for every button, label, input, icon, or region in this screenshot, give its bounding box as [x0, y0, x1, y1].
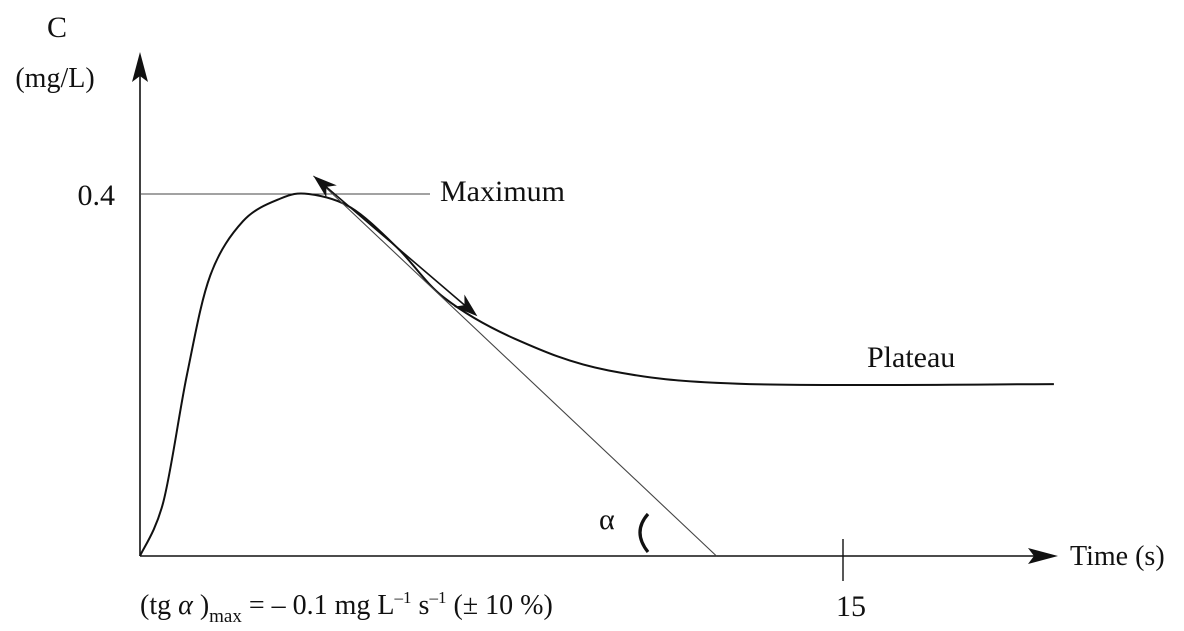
- y-axis-unit: (mg/L): [15, 63, 94, 94]
- x-tick-label: 15: [836, 590, 866, 623]
- formula-tail: (± 10 %): [446, 590, 553, 621]
- formula-middle: = – 0.1 mg L: [241, 590, 395, 621]
- y-tick-label: 0.4: [78, 179, 116, 212]
- formula-subscript: max: [209, 606, 242, 627]
- formula-open: (tg: [140, 590, 179, 621]
- formula-superscript-2: –1: [429, 588, 447, 607]
- tangent-arrowhead-end: [454, 294, 478, 317]
- formula-unit-2: s: [411, 590, 430, 621]
- plateau-label: Plateau: [867, 341, 955, 374]
- y-axis-symbol: C: [47, 11, 67, 44]
- y-axis-arrowhead: [132, 52, 148, 82]
- tangent-arrow-shaft: [325, 185, 466, 307]
- angle-arc: [638, 512, 650, 553]
- tangent-arrowhead-start: [313, 175, 337, 198]
- x-axis-label: Time (s): [1070, 541, 1165, 572]
- maximum-label: Maximum: [440, 175, 565, 208]
- formula-superscript-1: –1: [394, 588, 412, 607]
- slope-formula: (tg α )max = – 0.1 mg L–1 s–1 (± 10 %): [140, 589, 553, 626]
- formula-close: ): [192, 590, 210, 621]
- formula-alpha: α: [178, 590, 193, 621]
- tangent-line: [313, 175, 717, 557]
- angle-symbol: α: [599, 503, 615, 536]
- data-curve: [139, 192, 1054, 557]
- x-axis-arrowhead: [1028, 548, 1058, 564]
